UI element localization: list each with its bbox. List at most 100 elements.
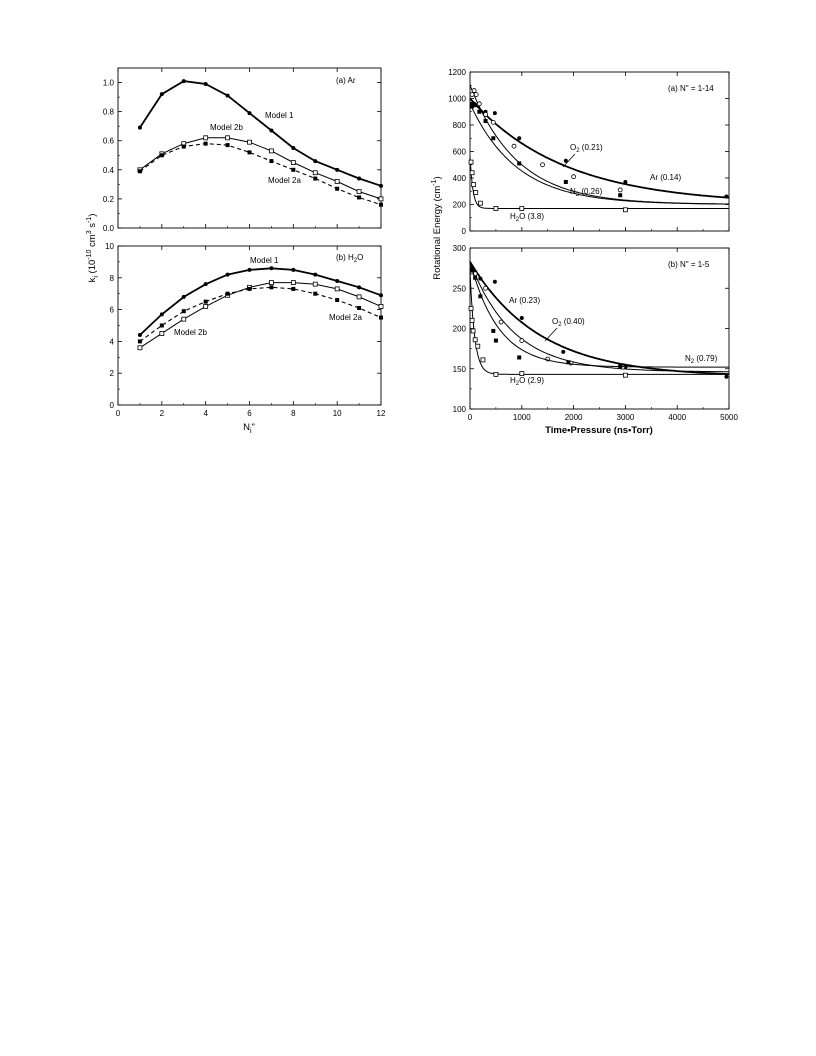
panel2-model-1-point [379,293,383,298]
right-b-o2-arrow [544,327,558,342]
panel4-x-tick-label: 1000 [513,413,531,422]
panel2-model-1-point [335,278,340,283]
panel1-model-2a-point [203,141,208,146]
panel1-model-1-point [137,125,142,130]
panel2-model-1-point [159,312,164,317]
right-x-axis-label: Time•Pressure (ns•Torr) [545,425,653,436]
panel3-ar-0-14-point [563,158,568,163]
panel1-y-tick-label: 1.0 [103,79,115,88]
right-b-ar-label: Ar (0.23) [509,296,540,305]
panel1-model-1-line [139,80,382,187]
panel1-model-2b-point [312,170,318,176]
panel2-model-1-point [203,282,208,287]
panel2-model-1-line [139,267,382,336]
panel2-model-2a-point [181,309,186,314]
panel4-ar-0-23-point [478,276,483,281]
panel4-x-tick-label: 0 [468,413,473,422]
panel2-model-2b-point [312,281,318,287]
panel1-model-2a-point [335,186,340,191]
panel3-o2-0-21-point [490,119,496,125]
left-y-axis-label: ki (10-10 cm3 s-1) [86,214,100,283]
panel1-model-2a-point [137,169,142,174]
panel1-model-2a-point [159,153,164,158]
panel1-model-1-point [269,128,274,133]
panel1-model-1-point [313,159,318,164]
panel1-model-1-point [379,183,383,188]
panel3-y-tick-label: 1000 [448,95,466,104]
panel1-model-2a-point [225,143,230,148]
panel1-model-2a-point [291,167,296,172]
panel4-h2o-2-9-point [469,318,475,323]
panel3-ar-0-14-point [517,136,522,141]
panel3-o2-0-21-point [471,88,477,93]
panel1-model-2b-point [334,179,340,184]
panel4-ar-0-23-point [724,374,729,379]
panel4-n2-0-79-point [491,328,496,333]
panel2-model-2a-line [139,286,382,342]
panel2-model-2b-point [290,280,296,285]
panel2-model-2a-point [313,291,318,296]
panel1-model-2b-point [247,139,252,145]
panel1-model-2a-point [269,159,274,164]
panel4-h2o-2-9-point [493,371,499,377]
panel4-o2-0-40-point [519,338,525,343]
panel3-h2o-3-8-point [469,170,475,176]
panel4-n2-0-79-fit-curve [469,261,729,368]
panel3-h2o-3-8-point [493,206,499,211]
panel2-model-2a-point [379,315,383,320]
panel2-y-tick-label: 6 [110,306,115,315]
panel4-o2-0-40-point [498,319,504,325]
panel1-y-tick-label: 0.6 [103,137,115,146]
panel4-x-tick-label: 3000 [617,413,635,422]
panel4-n2-0-79-point [473,275,478,280]
panel3-o2-0-21-point [511,143,517,149]
panel3-h2o-3-8-fit-curve [469,156,729,209]
panel4-h2o-2-9-point [519,371,525,376]
panel1-model-2a-point [247,150,252,155]
panel3-y-tick-label: 200 [453,201,467,210]
panel2-x-tick-label: 0 [116,409,121,418]
panel3-h2o-3-8-point [519,206,525,211]
panel3-h2o-3-8-point [623,207,628,213]
panel1-model-1-point [291,146,296,150]
panel4-y-tick-label: 250 [453,284,467,293]
panel2-y-tick-label: 4 [110,337,115,346]
panel1-model-2a-point [379,202,383,207]
panel2-model-1-point [313,272,318,277]
panel1-model-2a-point [181,144,186,149]
panel1-model-2b-point [378,196,384,202]
panel3-y-tick-label: 0 [462,227,467,236]
panel2-y-tick-label: 8 [110,274,115,283]
panel2-model-2b-point [269,280,274,285]
panel1-model-2b-point [225,135,230,141]
panel4-h2o-2-9-point [475,343,481,349]
panel1-y-tick-label: 0.8 [103,108,115,117]
panel3-ar-0-14-point [623,179,628,184]
panel4-y-tick-label: 100 [453,405,467,414]
panel3-n2-0-26-point [517,161,522,166]
panel1-y-tick-label: 0.0 [103,224,115,233]
panel3-n2-0-26-point [563,179,568,184]
panel4-ar-0-23-point [561,349,566,354]
panel3-ar-0-14-point [492,111,497,116]
panel1-model-2b-point [269,148,274,154]
panel3-n2-0-26-point [470,104,475,109]
panel2-model-2b-point [356,294,362,300]
panel2-x-tick-label: 8 [291,409,296,418]
panel1-model-1-point [181,79,186,84]
panel3-h2o-3-8-point [471,182,477,188]
panel3-y-tick-label: 1200 [448,68,466,77]
panel1-model-1-point [203,82,208,86]
panel2-y-tick-label: 0 [110,401,115,410]
panel2-model-1-point [291,267,296,272]
right-a-o2-label: O2 (0.21) [570,143,603,154]
panel3-n2-0-26-fit-curve [469,103,729,205]
panel3-o2-0-21-point [473,92,479,97]
panel1-model-1-point [357,176,362,181]
panel2-model-2a-point [269,285,274,290]
right-a-ar-label: Ar (0.14) [650,173,681,182]
panel2-y-tick-label: 2 [110,369,115,378]
panel2-model-2b-point [378,304,384,309]
panel1-model-1-point [159,92,164,97]
